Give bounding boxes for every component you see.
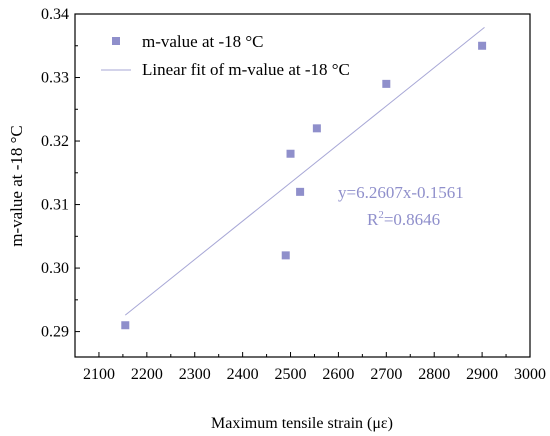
legend-marker-square [112,37,120,45]
legend-label-fit: Linear fit of m-value at -18 °C [142,60,350,79]
y-tick-label: 0.33 [41,70,69,87]
fit-annotation: y=6.2607x-0.1561 R2=0.8646 [338,183,464,229]
x-tick-label: 2700 [370,366,402,383]
linear-fit-line [124,26,485,316]
x-axis-title: Maximum tensile strain (με) [211,415,393,432]
data-point [382,79,391,88]
x-tick-label: 2300 [179,366,211,383]
x-tick-label: 2100 [83,366,115,383]
x-tick-label: 2500 [275,366,307,383]
x-tick-label: 2400 [227,366,259,383]
legend-label-points: m-value at -18 °C [142,32,264,51]
x-tick-label: 2900 [466,366,498,383]
data-points [121,41,487,330]
plot-frame [74,13,531,358]
x-tick-label: 2800 [418,366,450,383]
data-point [312,124,321,133]
data-point [281,251,290,260]
x-tick-label: 3000 [514,366,546,383]
y-axis-title: m-value at -18 °C [7,125,26,247]
x-tick-label: 2200 [131,366,163,383]
x-tick-label: 2600 [322,366,354,383]
data-point [286,149,295,158]
fit-r-squared: R2=0.8646 [367,209,440,229]
data-point [478,41,487,50]
legend: m-value at -18 °C Linear fit of m-value … [101,32,350,79]
y-ticks: 0.29 0.30 0.31 0.32 0.33 0.34 [41,6,80,341]
y-tick-label: 0.32 [41,133,69,150]
x-ticks: 2100 2200 2300 2400 2500 2600 2700 2800 2900 3000 [83,352,546,383]
y-tick-label: 0.29 [41,324,69,341]
y-tick-label: 0.31 [41,197,69,214]
y-tick-label: 0.30 [41,260,69,277]
data-point [121,321,130,330]
data-point [296,187,305,196]
fit-equation: y=6.2607x-0.1561 [338,183,464,202]
y-tick-label: 0.34 [41,6,69,23]
